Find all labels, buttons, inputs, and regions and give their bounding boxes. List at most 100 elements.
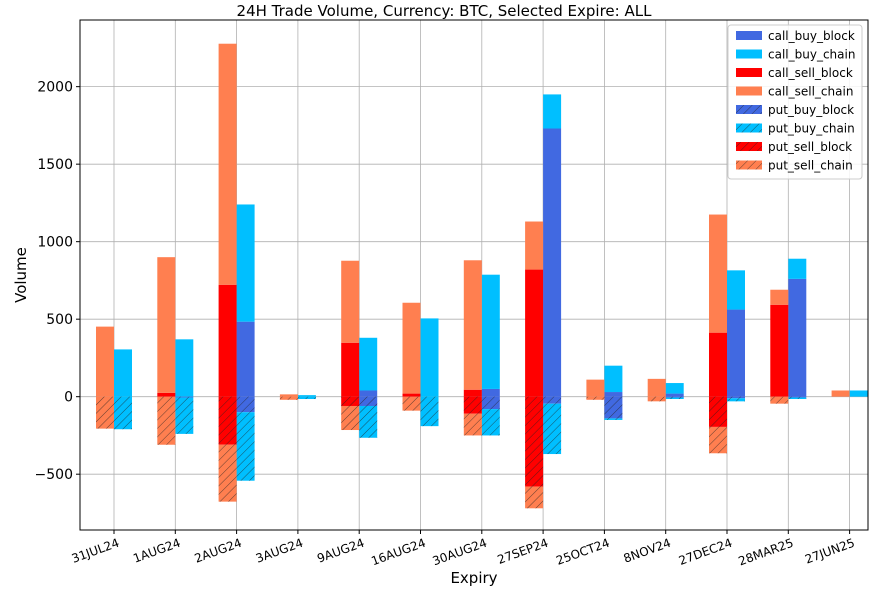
bar-call_sell_chain (157, 257, 176, 393)
bar-hatch-put_sell_chain (709, 426, 727, 454)
legend-label-put_buy_block: put_buy_block (768, 103, 854, 117)
bar-call_sell_chain (279, 394, 298, 397)
bar-call_sell_block (157, 392, 176, 397)
bar-hatch-put_sell_chain (218, 444, 237, 502)
legend-hatch-put_buy_block (736, 105, 762, 114)
legend-label-put_sell_block: put_sell_block (768, 140, 852, 154)
bar-call_buy_block (788, 278, 807, 397)
y-tick-label: 500 (46, 312, 73, 328)
x-tick-label: 9AUG24 (315, 536, 366, 566)
bar-hatch-put_sell_block (341, 396, 360, 406)
bar-hatch-put_buy_block (665, 396, 684, 398)
bar-call_buy_block (665, 393, 684, 397)
bar-hatch-put_sell_chain (341, 405, 360, 431)
legend-label-call_buy_chain: call_buy_chain (768, 48, 855, 62)
bar-hatch-put_buy_chain (665, 397, 684, 400)
bar-call_sell_chain (586, 379, 605, 397)
bar-hatch-put_buy_chain (359, 405, 378, 438)
bar-hatch-put_buy_chain (297, 396, 316, 400)
bar-hatch-put_buy_chain (727, 398, 745, 402)
legend-label-put_sell_chain: put_sell_chain (768, 159, 853, 173)
bar-call_sell_chain (341, 260, 360, 343)
x-tick-label: 27DEC24 (677, 536, 734, 568)
bar-hatch-put_sell_chain (525, 486, 544, 509)
bar-hatch-put_sell_chain (770, 396, 789, 404)
bar-hatch-put_buy_chain (788, 397, 807, 400)
legend-label-call_sell_chain: call_sell_chain (768, 85, 853, 99)
bar-hatch-put_sell_chain (463, 413, 482, 436)
bar-hatch-put_sell_chain (157, 396, 176, 445)
bar-call_buy_chain (727, 270, 745, 310)
bar-hatch-put_buy_chain (114, 396, 132, 430)
legend-hatch-put_sell_block (736, 142, 762, 151)
bar-hatch-put_buy_chain (236, 412, 255, 481)
bar-call_buy_block (236, 321, 255, 397)
bar-hatch-put_sell_chain (586, 396, 605, 400)
bar-hatch-put_sell_block (525, 396, 544, 487)
bar-call_buy_block (604, 392, 623, 397)
bar-call_sell_chain (525, 221, 544, 270)
bar-hatch-put_buy_block (604, 396, 623, 419)
x-axis-label: Expiry (450, 569, 497, 587)
bar-call_buy_chain (543, 94, 562, 129)
bar-call_buy_chain (114, 349, 132, 397)
legend: call_buy_block call_buy_chain call_sell_bl… (727, 24, 863, 180)
bar-call_sell_chain (709, 214, 727, 333)
bar-hatch-put_sell_chain (402, 396, 421, 411)
plot-frame (79, 19, 869, 531)
legend-label-put_buy_chain: put_buy_chain (768, 122, 855, 136)
x-tick-label: 3AUG24 (254, 536, 305, 566)
bar-call_sell_chain (402, 302, 421, 394)
bar-call_buy_chain (297, 395, 316, 397)
bar-hatch-put_buy_chain (604, 418, 623, 420)
bar-call_buy_chain (359, 337, 378, 391)
bar-hatch-put_buy_chain (543, 403, 562, 455)
bar-call_sell_chain (463, 260, 482, 390)
x-tick-label: 1AUG24 (131, 536, 182, 566)
legend-swatch-call_sell_chain (736, 86, 762, 96)
bar-hatch-put_buy_block (543, 396, 562, 404)
bar-call_buy_block (481, 388, 500, 397)
legend-swatch-call_sell_block (736, 68, 762, 77)
y-tick-label: 1500 (37, 157, 73, 173)
bar-hatch-put_sell_block (218, 396, 237, 445)
bar-call_sell_block (402, 393, 421, 397)
bar-call_buy_chain (604, 365, 623, 393)
x-tick-label: 8NOV24 (622, 536, 673, 566)
bar-call_sell_chain (770, 289, 789, 305)
x-tick-label: 28MAR25 (737, 536, 796, 569)
bar-hatch-put_buy_block (359, 396, 378, 406)
bar-hatch-put_buy_block (236, 396, 255, 413)
bar-call_buy_block (727, 309, 745, 397)
bar-hatch-put_sell_block (709, 396, 727, 427)
bar-call_buy_chain (788, 258, 807, 279)
bar-hatch-put_buy_block (175, 396, 194, 398)
bar-call_buy_chain (420, 318, 439, 397)
bar-hatch-put_buy_block (788, 396, 807, 398)
bar-hatch-put_sell_chain (647, 396, 666, 402)
chart-title: 24H Trade Volume, Currency: BTC, Selecte… (237, 2, 653, 20)
bar-call_buy_chain (175, 339, 194, 397)
legend-box (727, 24, 863, 180)
legend-hatch-put_buy_chain (736, 123, 762, 133)
x-tick-label: 27SEP24 (496, 536, 551, 567)
y-tick-label: 0 (64, 390, 73, 406)
bar-hatch-put_buy_block (727, 396, 745, 399)
bar-call_buy_chain (481, 274, 500, 389)
bar-hatch-put_buy_chain (175, 397, 194, 434)
bar-call_buy_chain (665, 383, 684, 394)
x-tick-label: 16AUG24 (369, 536, 427, 569)
bar-call_sell_chain (218, 43, 237, 285)
bar-call_sell_block (341, 342, 360, 397)
legend-label-call_buy_block: call_buy_block (768, 29, 855, 43)
bar-call_sell_block (525, 269, 544, 397)
legend-hatch-put_sell_chain (736, 160, 762, 170)
legend-swatch-call_buy_block (736, 31, 762, 40)
bar-call_buy_chain (849, 390, 868, 397)
y-tick-label: 1000 (37, 235, 73, 251)
bar-call_buy_chain (236, 204, 255, 322)
bar-hatch-put_buy_chain (481, 409, 500, 436)
bar-call_buy_block (543, 128, 562, 397)
